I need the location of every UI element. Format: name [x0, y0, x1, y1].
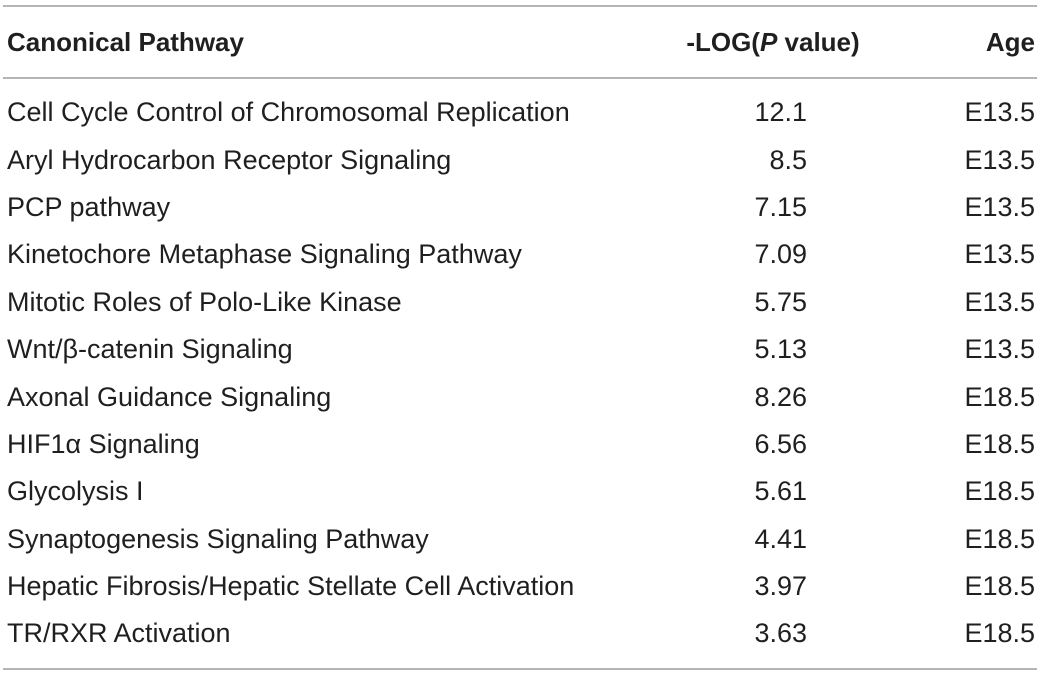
table-row: Hepatic Fibrosis/Hepatic Stellate Cell A… [3, 563, 1037, 610]
cell-pathway: PCP pathway [7, 191, 171, 222]
header-age: Age [985, 26, 1035, 57]
table-row: Aryl Hydrocarbon Receptor Signaling 8.5 E1… [3, 136, 1037, 183]
cell-age: E18.5 [964, 618, 1035, 649]
cell-pathway: Wnt/β-catenin Signaling [7, 334, 293, 365]
table-bottom-rule [3, 667, 1037, 670]
table-row: Synaptogenesis Signaling Pathway 4.41 E18.… [3, 516, 1037, 563]
cell-age: E13.5 [964, 239, 1035, 270]
cell-log-p-value: 8.26 [754, 381, 807, 412]
table-row: Glycolysis I 5.61 E18.5 [3, 468, 1037, 515]
table-row: Wnt/β-catenin Signaling 5.13 E13.5 [3, 326, 1037, 373]
table-header-rule [3, 77, 1037, 79]
cell-log-p-value: 5.61 [754, 476, 807, 507]
table-header-row: Canonical Pathway -LOG(P value) Age [3, 7, 1037, 77]
cell-age: E13.5 [964, 97, 1035, 128]
cell-log-p-value: 8.5 [769, 144, 807, 175]
cell-age: E18.5 [964, 476, 1035, 507]
cell-log-p-value: 7.09 [754, 239, 807, 270]
cell-age: E13.5 [964, 334, 1035, 365]
table-row: Axonal Guidance Signaling 8.26 E18.5 [3, 373, 1037, 420]
pathway-table: Canonical Pathway -LOG(P value) Age Cell… [3, 5, 1037, 670]
table-row: Kinetochore Metaphase Signaling Pathway 7… [3, 231, 1037, 278]
cell-age: E13.5 [964, 191, 1035, 222]
cell-pathway: Cell Cycle Control of Chromosomal Replic… [7, 97, 570, 128]
table-row: Cell Cycle Control of Chromosomal Replic… [3, 89, 1037, 136]
cell-age: E18.5 [964, 381, 1035, 412]
cell-pathway: Synaptogenesis Signaling Pathway [7, 523, 429, 554]
table-row: TR/RXR Activation 3.63 E18.5 [3, 610, 1037, 657]
cell-pathway: Mitotic Roles of Polo-Like Kinase [7, 286, 402, 317]
cell-age: E13.5 [964, 144, 1035, 175]
table-row: PCP pathway 7.15 E13.5 [3, 184, 1037, 231]
cell-log-p-value: 6.56 [754, 428, 807, 459]
table-body: Cell Cycle Control of Chromosomal Replic… [3, 89, 1037, 658]
header-log-prefix: -LOG( [686, 26, 760, 57]
cell-pathway: Axonal Guidance Signaling [7, 381, 332, 412]
table-row: HIF1α Signaling 6.56 E18.5 [3, 421, 1037, 468]
cell-pathway: Kinetochore Metaphase Signaling Pathway [7, 239, 522, 270]
header-log-suffix: value) [777, 26, 860, 57]
cell-pathway: HIF1α Signaling [7, 428, 200, 459]
cell-log-p-value: 5.13 [754, 334, 807, 365]
cell-age: E18.5 [964, 428, 1035, 459]
cell-log-p-value: 3.63 [754, 618, 807, 649]
cell-pathway: Hepatic Fibrosis/Hepatic Stellate Cell A… [7, 571, 575, 602]
header-log-p-value: -LOG(P value) [663, 27, 883, 58]
cell-pathway: Glycolysis I [7, 476, 144, 507]
cell-pathway: Aryl Hydrocarbon Receptor Signaling [7, 144, 452, 175]
cell-log-p-value: 12.1 [754, 97, 807, 128]
cell-age: E18.5 [964, 523, 1035, 554]
header-log-italic-p: P [759, 26, 778, 57]
cell-age: E18.5 [964, 571, 1035, 602]
cell-log-p-value: 4.41 [754, 523, 807, 554]
cell-log-p-value: 7.15 [754, 191, 807, 222]
table-top-rule [3, 5, 1037, 7]
header-canonical-pathway: Canonical Pathway [7, 26, 244, 57]
table-row: Mitotic Roles of Polo-Like Kinase 5.75 E13… [3, 279, 1037, 326]
cell-log-p-value: 5.75 [754, 286, 807, 317]
cell-log-p-value: 3.97 [754, 571, 807, 602]
cell-age: E13.5 [964, 286, 1035, 317]
cell-pathway: TR/RXR Activation [7, 618, 231, 649]
